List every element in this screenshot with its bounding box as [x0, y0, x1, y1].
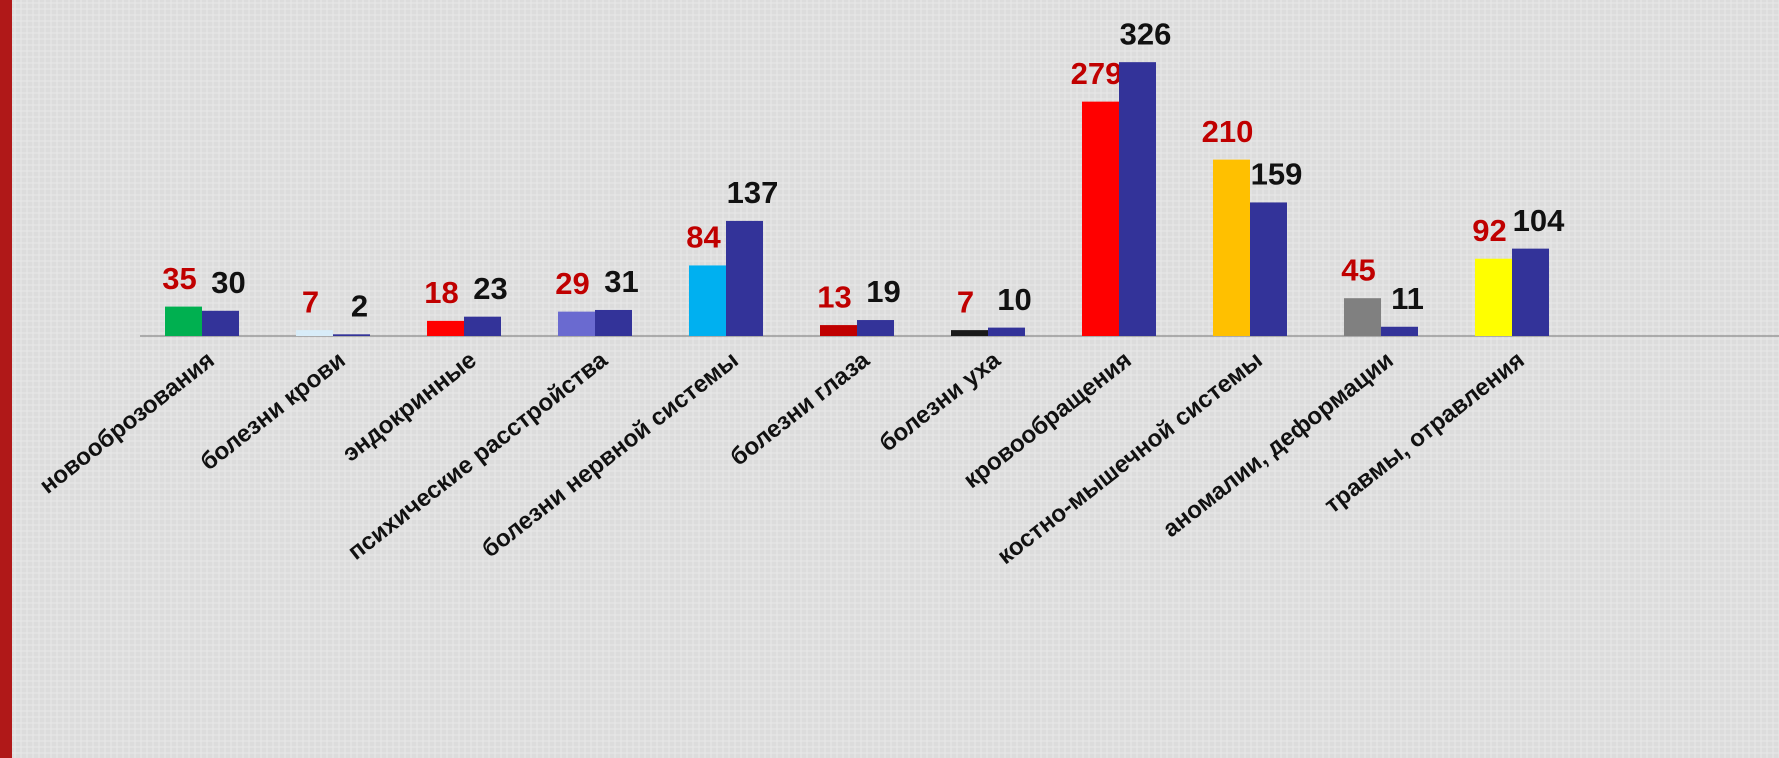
bar	[1512, 248, 1549, 336]
data-label: 19	[866, 274, 900, 309]
data-label: 30	[211, 265, 245, 300]
bar	[820, 325, 857, 336]
data-label: 137	[727, 175, 779, 210]
data-label: 35	[162, 261, 196, 296]
bar	[1381, 326, 1418, 336]
bar	[558, 311, 595, 336]
bar	[857, 320, 894, 336]
data-label: 84	[686, 220, 721, 255]
bar	[333, 334, 370, 336]
bar	[1082, 101, 1119, 336]
data-label: 104	[1513, 203, 1565, 238]
data-label: 11	[1391, 281, 1424, 316]
data-label: 279	[1071, 56, 1123, 91]
bar	[951, 330, 988, 336]
data-label: 31	[604, 264, 638, 299]
data-label: 92	[1472, 213, 1506, 248]
side-stripe	[0, 0, 12, 758]
data-label: 13	[817, 279, 851, 314]
bar	[1475, 258, 1512, 336]
data-label: 210	[1202, 114, 1254, 149]
bar	[595, 309, 632, 336]
bar	[464, 316, 501, 336]
data-label: 2	[351, 289, 368, 324]
data-label: 10	[997, 282, 1031, 317]
data-label: 7	[957, 284, 974, 319]
bar	[1250, 202, 1287, 336]
data-label: 23	[473, 271, 507, 306]
bar	[726, 220, 763, 336]
bar	[165, 306, 202, 336]
data-label: 159	[1251, 157, 1303, 192]
bar	[427, 320, 464, 336]
data-label: 326	[1120, 16, 1172, 51]
bar	[988, 327, 1025, 336]
bar	[296, 330, 333, 336]
data-label: 18	[424, 275, 458, 310]
bar	[1119, 62, 1156, 336]
data-label: 29	[555, 266, 589, 301]
bar	[689, 265, 726, 336]
data-label: 7	[302, 284, 319, 319]
data-label: 45	[1341, 252, 1375, 287]
bar	[1344, 298, 1381, 336]
bar	[202, 310, 239, 336]
bar	[1213, 159, 1250, 336]
